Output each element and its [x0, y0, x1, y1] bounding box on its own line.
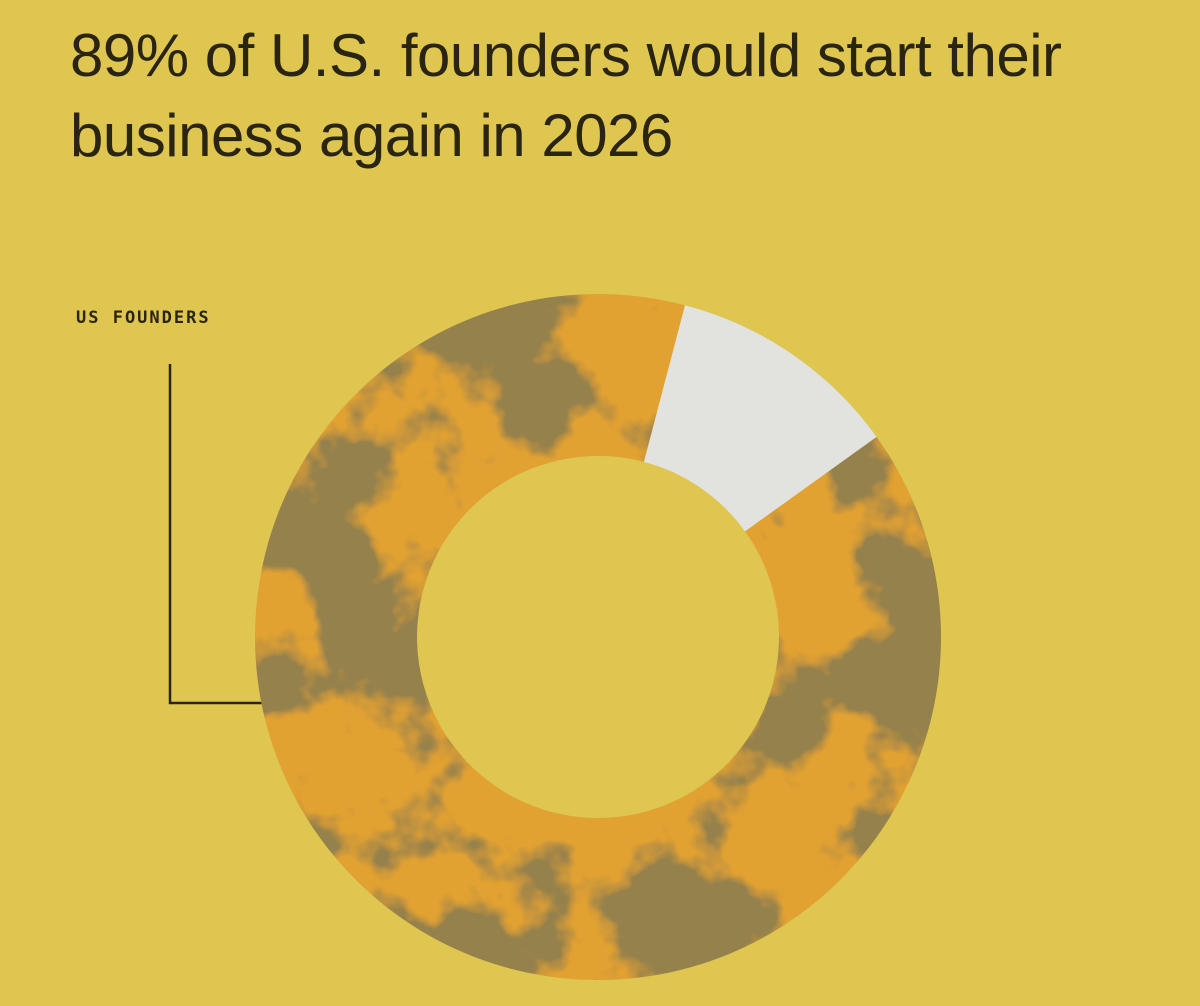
donut-slice	[643, 305, 877, 532]
donut	[255, 293, 942, 980]
donut-slice	[255, 293, 942, 980]
legend-label: US FOUNDERS	[76, 308, 211, 328]
chart-title: 89% of U.S. founders would start their b…	[70, 22, 1062, 169]
